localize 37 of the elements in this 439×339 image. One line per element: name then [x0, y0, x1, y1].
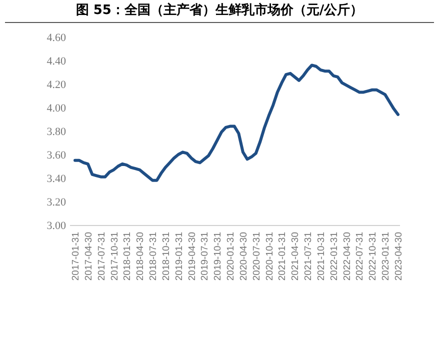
x-tick-label: 2022-04-30 — [342, 232, 353, 281]
line-series — [74, 64, 400, 182]
chart-title: 图 55：全国（主产省）生鲜乳市场价（元/公斤） — [76, 2, 364, 18]
y-tick-label: 3.40 — [46, 173, 66, 185]
x-tick-label: 2017-07-31 — [96, 232, 108, 281]
x-tick-label: 2021-01-31 — [277, 232, 288, 281]
x-tick-label: 2022-10-31 — [368, 232, 379, 281]
x-tick-label: 2019-07-31 — [200, 232, 211, 281]
y-tick-label: 4.00 — [46, 102, 66, 114]
x-tick-label: 2019-10-31 — [212, 232, 224, 281]
x-tick-label: 2018-07-31 — [148, 232, 160, 281]
y-tick-label: 3.60 — [46, 150, 66, 162]
x-tick-label: 2021-10-31 — [316, 232, 327, 281]
x-tick-label: 2021-07-31 — [303, 232, 314, 281]
x-tick-label: 2018-10-31 — [160, 232, 172, 281]
x-tick-label: 2019-01-31 — [174, 232, 185, 281]
x-tick-label: 2020-07-31 — [251, 232, 262, 281]
x-tick-label: 2018-01-31 — [122, 232, 134, 281]
x-tick-label: 2020-10-31 — [264, 232, 276, 281]
x-tick-label: 2017-04-30 — [83, 232, 94, 281]
x-tick-label: 2020-01-31 — [226, 232, 237, 281]
y-tick-label: 4.20 — [46, 79, 66, 91]
x-tick-label: 2023-01-31 — [380, 232, 392, 281]
x-tick-label: 2018-04-30 — [135, 232, 146, 281]
x-tick-label: 2021-04-30 — [290, 232, 302, 281]
y-tick-label: 3.20 — [46, 196, 66, 208]
x-tick-label: 2017-10-31 — [109, 232, 120, 281]
y-tick-label: 3.00 — [46, 220, 66, 232]
x-tick-label: 2022-07-31 — [354, 232, 366, 281]
x-tick-label: 2019-04-30 — [186, 232, 198, 281]
x-tick-label: 2023-04-30 — [394, 232, 404, 281]
x-tick-label: 2020-04-30 — [238, 232, 250, 281]
y-tick-label: 4.60 — [46, 32, 66, 44]
y-tick-label: 3.80 — [46, 126, 66, 138]
y-tick-label: 4.40 — [46, 56, 66, 68]
x-tick-label: 2022-01-31 — [328, 232, 340, 281]
x-tick-label: 2017-01-31 — [70, 232, 82, 281]
